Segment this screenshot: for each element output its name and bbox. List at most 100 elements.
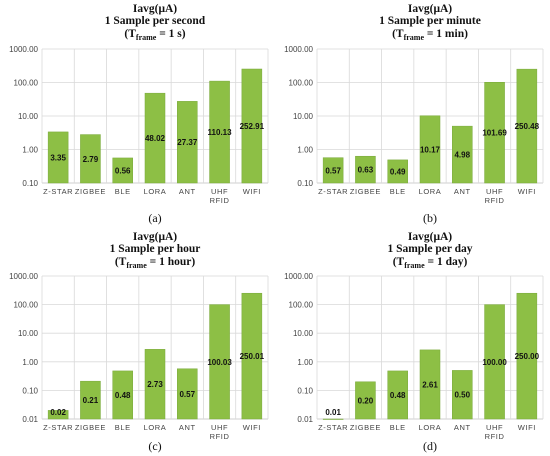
y-tick-label: 0.10 [297, 386, 313, 395]
x-tick-label: ANT [179, 423, 196, 432]
bar-lora [144, 349, 166, 420]
y-tick-label: 0.10 [22, 179, 38, 188]
chart-panel-c: Iavg(μA) 1 Sample per hour (Tframe = 1 hou… [0, 228, 275, 456]
x-tick-label: BLE [390, 187, 406, 196]
x-tick-label: ANT [454, 187, 471, 196]
data-label: 0.48 [390, 391, 406, 400]
data-label: 0.48 [115, 391, 131, 400]
x-tick-label: LORA [419, 187, 442, 196]
x-tick-label: RFID [485, 196, 505, 205]
panel-label: (c) [148, 439, 161, 453]
x-tick-label: WIFI [243, 423, 261, 432]
panel-label: (d) [423, 439, 437, 453]
x-tick-label: WIFI [518, 423, 536, 432]
data-label: 0.20 [358, 396, 374, 405]
bar-wifi [241, 292, 263, 420]
data-label: 2.61 [422, 380, 438, 389]
y-tick-label: 0.01 [297, 415, 313, 424]
y-tick-label: 100.00 [14, 301, 39, 310]
data-label: 2.79 [83, 155, 99, 164]
data-label: 0.01 [325, 408, 341, 417]
y-tick-label: 10.00 [18, 329, 39, 338]
chart-title-line-3: (Tframe = 1 day) [393, 256, 468, 270]
chart-title-line-1: Iavg(μA) [133, 3, 177, 15]
x-tick-label: Z-STAR [43, 423, 73, 432]
y-tick-label: 100.00 [289, 301, 314, 310]
bar-z-star [322, 418, 344, 420]
bar-wifi [516, 292, 538, 420]
data-label: 2.73 [147, 380, 163, 389]
chart-title-line-1: Iavg(μA) [133, 231, 177, 243]
data-label: 3.35 [50, 153, 66, 162]
y-tick-label: 0.01 [22, 415, 38, 424]
x-tick-label: RFID [210, 432, 230, 441]
bar-ant [452, 370, 473, 420]
x-tick-label: WIFI [518, 187, 536, 196]
chart-title-line-3: (Tframe = 1 hour) [115, 256, 196, 270]
x-tick-label: BLE [390, 423, 406, 432]
x-tick-label: Z-STAR [43, 187, 73, 196]
y-tick-label: 0.10 [22, 386, 38, 395]
y-tick-label: 0.10 [297, 179, 313, 188]
data-label: 0.63 [358, 166, 374, 175]
bar-ant [177, 368, 198, 420]
y-tick-label: 10.00 [293, 112, 314, 121]
bar-ble [387, 370, 408, 420]
y-tick-label: 1.00 [22, 358, 38, 367]
bar-zigbee [80, 134, 101, 184]
data-label: 101.69 [482, 129, 507, 138]
bar-z-star [47, 131, 69, 184]
x-tick-label: ZIGBEE [75, 423, 106, 432]
y-tick-label: 1.00 [297, 146, 313, 155]
bar-uhf-rfid [209, 80, 230, 184]
data-label: 0.02 [50, 408, 66, 417]
y-tick-label: 1000.00 [9, 272, 38, 281]
bar-uhf-rfid [484, 82, 505, 184]
bar-wifi [516, 68, 538, 184]
x-tick-label: RFID [485, 432, 505, 441]
bar-lora [144, 92, 166, 184]
bar-ble [112, 157, 133, 184]
x-tick-label: UHF [486, 423, 503, 432]
chart-title-line-2: 1 Sample per day [387, 243, 472, 255]
x-tick-label: UHF [486, 187, 503, 196]
data-label: 0.49 [390, 167, 406, 176]
x-tick-label: RFID [210, 196, 230, 205]
data-label: 48.02 [145, 134, 166, 143]
x-tick-label: ANT [179, 187, 196, 196]
y-tick-label: 10.00 [18, 112, 39, 121]
data-label: 0.57 [325, 166, 341, 175]
chart-title-line-2: 1 Sample per hour [110, 243, 201, 255]
x-tick-label: UHF [211, 423, 228, 432]
x-tick-label: BLE [115, 187, 131, 196]
bar-zigbee [80, 380, 101, 420]
bar-zigbee [355, 381, 376, 420]
bar-z-star [47, 410, 69, 420]
data-label: 10.17 [420, 145, 441, 154]
x-tick-label: ZIGBEE [350, 423, 381, 432]
bar-ble [112, 370, 133, 420]
x-tick-label: UHF [211, 187, 228, 196]
data-label: 250.48 [515, 122, 540, 131]
data-label: 250.01 [240, 352, 265, 361]
data-label: 27.37 [177, 138, 198, 147]
data-label: 252.91 [240, 122, 265, 131]
bar-uhf-rfid [209, 304, 230, 420]
chart-title-line-3: (Tframe = 1 s) [124, 28, 185, 42]
chart-title-line-3: (Tframe = 1 min) [392, 28, 468, 42]
x-tick-label: Z-STAR [318, 187, 348, 196]
y-tick-label: 1000.00 [284, 272, 313, 281]
bar-uhf-rfid [484, 304, 505, 420]
bar-ant [452, 125, 473, 184]
data-label: 0.50 [454, 391, 470, 400]
bar-zigbee [355, 155, 376, 184]
x-tick-label: LORA [144, 423, 167, 432]
x-tick-label: ANT [454, 423, 471, 432]
data-label: 0.21 [83, 396, 99, 405]
y-tick-label: 1.00 [297, 358, 313, 367]
bar-lora [419, 349, 441, 420]
data-label: 0.56 [115, 166, 131, 175]
panel-label: (a) [148, 211, 161, 225]
chart-title-line-2: 1 Sample per minute [379, 15, 481, 27]
data-label: 100.00 [482, 358, 507, 367]
